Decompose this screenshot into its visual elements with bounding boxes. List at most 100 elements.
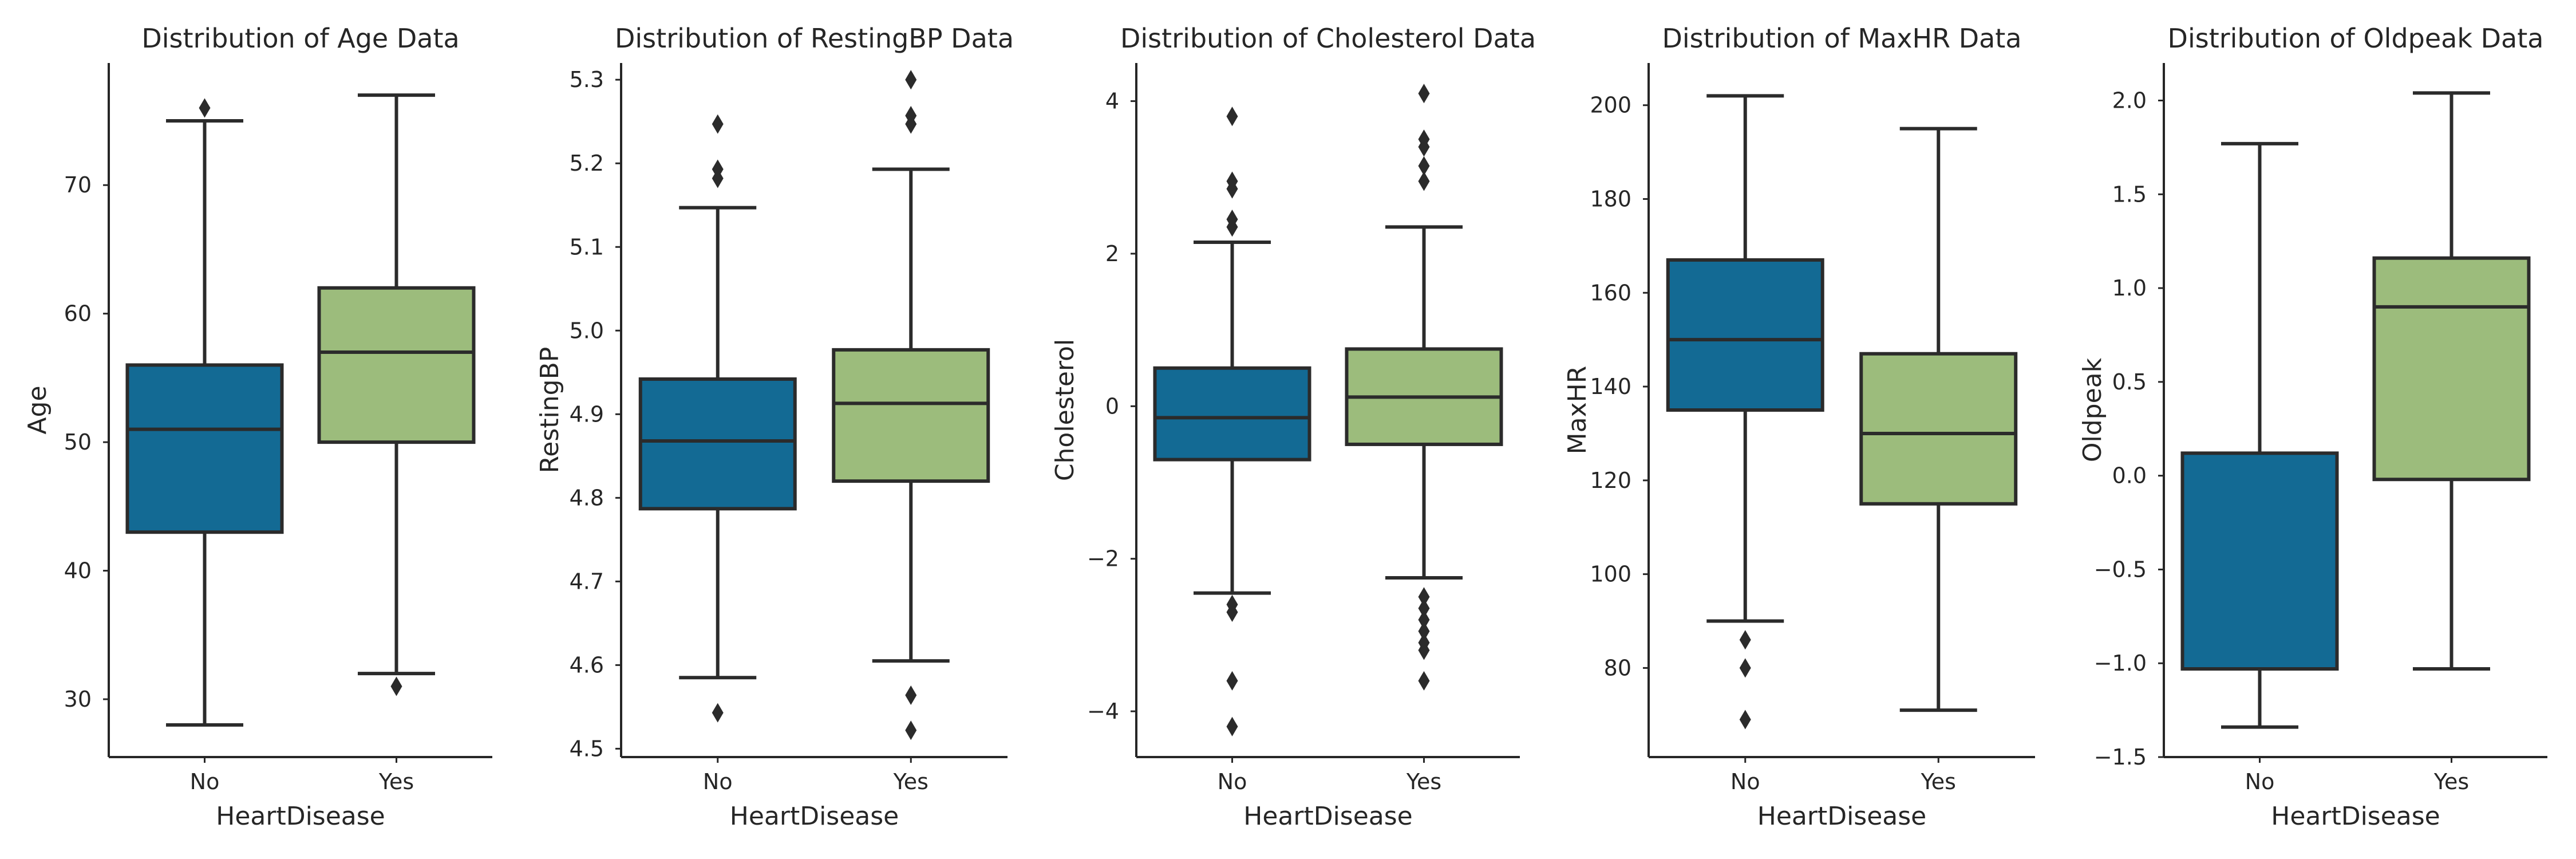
y-tick-label: −1.5 bbox=[2094, 744, 2147, 770]
y-tick-label: 160 bbox=[1590, 280, 1631, 305]
chart-title: Distribution of Age Data bbox=[141, 23, 459, 54]
outlier-point bbox=[1226, 671, 1238, 691]
outlier-point bbox=[1418, 129, 1430, 149]
y-tick-label: 5.3 bbox=[570, 67, 604, 92]
chart-title: Distribution of Oldpeak Data bbox=[2168, 23, 2544, 54]
iqr-box bbox=[125, 363, 284, 534]
x-tick-label: No bbox=[703, 769, 733, 794]
outlier-point bbox=[1418, 84, 1430, 104]
y-tick-label: 4.8 bbox=[570, 485, 604, 510]
x-axis-label: HeartDisease bbox=[216, 802, 385, 831]
outlier-point bbox=[390, 676, 402, 696]
outlier-point bbox=[1418, 156, 1430, 176]
y-tick-label: 200 bbox=[1590, 93, 1631, 118]
x-tick-label: Yes bbox=[378, 769, 414, 794]
y-tick-label: 2.0 bbox=[2112, 88, 2147, 113]
box-yes bbox=[1859, 127, 2018, 712]
outlier-point bbox=[1418, 171, 1430, 191]
outlier-point bbox=[1739, 630, 1751, 650]
y-tick-label: 5.0 bbox=[570, 318, 604, 343]
y-tick-label: 1.0 bbox=[2112, 275, 2147, 301]
outlier-point bbox=[1418, 633, 1430, 653]
box-no bbox=[1666, 94, 1824, 730]
outlier-point bbox=[199, 98, 211, 118]
x-tick-label: No bbox=[2245, 769, 2275, 794]
y-axis-label: Cholesterol bbox=[1050, 339, 1080, 481]
x-tick-label: Yes bbox=[1921, 769, 1956, 794]
x-tick-label: No bbox=[1730, 769, 1760, 794]
outlier-point bbox=[1226, 210, 1238, 230]
y-tick-label: 30 bbox=[64, 687, 92, 712]
x-tick-label: No bbox=[190, 769, 220, 794]
x-tick-label: Yes bbox=[893, 769, 929, 794]
iqr-box bbox=[1859, 352, 2018, 506]
y-tick-label: 50 bbox=[64, 430, 92, 455]
box-no bbox=[2180, 141, 2339, 729]
chart-title: Distribution of RestingBP Data bbox=[615, 23, 1014, 54]
iqr-box bbox=[2180, 451, 2339, 671]
y-tick-label: 70 bbox=[64, 172, 92, 198]
y-tick-label: −2 bbox=[1087, 546, 1119, 572]
box-no bbox=[1153, 107, 1311, 736]
outlier-point bbox=[905, 70, 917, 90]
x-axis-label: HeartDisease bbox=[730, 802, 899, 831]
y-tick-label: 4.5 bbox=[570, 736, 604, 761]
box-no bbox=[638, 114, 797, 723]
outlier-point bbox=[1739, 710, 1751, 730]
y-tick-label: 0 bbox=[1105, 393, 1119, 419]
chart-panel-2: Distribution of RestingBP Data RestingBP H… bbox=[535, 23, 1014, 831]
y-tick-label: −0.5 bbox=[2094, 557, 2147, 582]
outlier-point bbox=[905, 685, 917, 705]
outlier-point bbox=[1418, 671, 1430, 691]
y-axis-label: MaxHR bbox=[1563, 366, 1592, 455]
iqr-box bbox=[832, 348, 990, 483]
y-tick-label: −1.0 bbox=[2094, 651, 2147, 676]
y-tick-label: 60 bbox=[64, 301, 92, 326]
iqr-box bbox=[638, 377, 797, 511]
outlier-point bbox=[1418, 587, 1430, 607]
outlier-point bbox=[1739, 658, 1751, 678]
iqr-box bbox=[1666, 258, 1824, 412]
x-tick-label: Yes bbox=[1406, 769, 1441, 794]
y-tick-label: 0.5 bbox=[2112, 369, 2147, 395]
y-tick-label: 140 bbox=[1590, 374, 1631, 399]
outlier-point bbox=[712, 114, 724, 134]
outlier-point bbox=[1226, 594, 1238, 614]
y-tick-label: 4.9 bbox=[570, 401, 604, 427]
x-axis-label: HeartDisease bbox=[2271, 802, 2440, 831]
y-tick-label: 120 bbox=[1590, 468, 1631, 493]
outlier-point bbox=[905, 105, 917, 125]
y-tick-label: 4.7 bbox=[570, 569, 604, 594]
iqr-box bbox=[1153, 366, 1311, 462]
outlier-point bbox=[1418, 598, 1430, 618]
y-tick-label: 5.2 bbox=[570, 151, 604, 176]
iqr-box bbox=[2372, 256, 2531, 482]
box-no bbox=[125, 98, 284, 727]
box-yes bbox=[832, 70, 990, 740]
outlier-point bbox=[1418, 621, 1430, 641]
y-tick-label: −4 bbox=[1087, 699, 1119, 724]
iqr-box bbox=[317, 286, 476, 444]
y-tick-label: 4 bbox=[1105, 89, 1119, 114]
y-tick-label: 4.6 bbox=[570, 652, 604, 677]
y-tick-label: 1.5 bbox=[2112, 182, 2147, 207]
outlier-point bbox=[712, 159, 724, 179]
outlier-point bbox=[1418, 610, 1430, 630]
box-yes bbox=[317, 93, 476, 696]
x-tick-label: No bbox=[1218, 769, 1247, 794]
x-axis-label: HeartDisease bbox=[1757, 802, 1927, 831]
outlier-point bbox=[1226, 716, 1238, 736]
y-tick-label: 180 bbox=[1590, 186, 1631, 211]
y-tick-label: 80 bbox=[1604, 655, 1631, 680]
chart-panel-5: Distribution of Oldpeak Data Oldpeak Heart… bbox=[2078, 23, 2547, 831]
y-tick-label: 40 bbox=[64, 558, 92, 584]
outlier-point bbox=[905, 720, 917, 740]
y-tick-label: 5.1 bbox=[570, 234, 604, 259]
box-yes bbox=[1345, 84, 1503, 691]
y-tick-label: 2 bbox=[1105, 241, 1119, 266]
outlier-point bbox=[712, 703, 724, 723]
y-axis-label: Oldpeak bbox=[2078, 357, 2107, 462]
outlier-point bbox=[1226, 107, 1238, 127]
outlier-point bbox=[1226, 171, 1238, 191]
